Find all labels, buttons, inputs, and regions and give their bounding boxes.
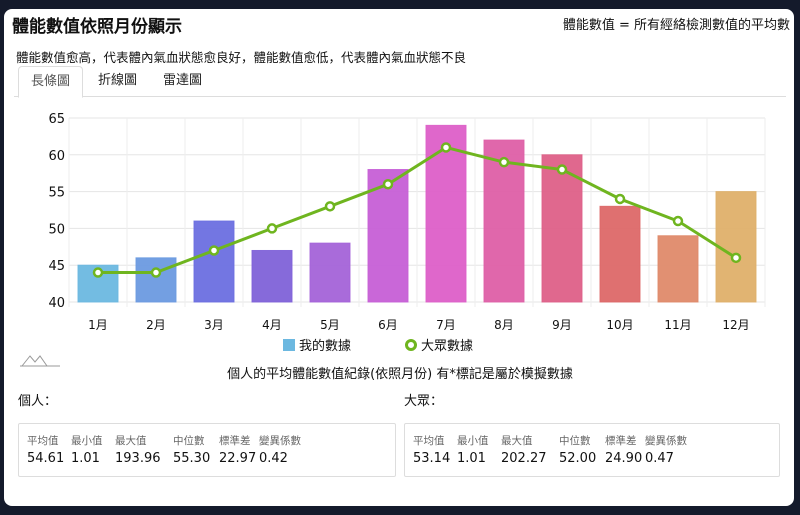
stat-label: 最大值	[501, 435, 533, 447]
stat-item: 中位數 55.30	[173, 433, 210, 466]
personal-stats: 平均值 54.61 最小值 1.01 最大值 193.96 中位數 55.30 標準差 22.97…	[18, 423, 396, 477]
bar	[715, 191, 757, 303]
bar	[367, 169, 409, 303]
x-tick-label: 2月	[146, 318, 166, 332]
stat-value: 1.01	[71, 451, 100, 466]
stat-value: 53.14	[413, 451, 451, 466]
stat-item: 平均值 54.61	[27, 433, 64, 466]
stat-value: 22.97	[219, 451, 257, 466]
line-series	[98, 145, 737, 275]
chart-tabs: 長條圖 折線圖 雷達圖	[14, 66, 786, 98]
line-point	[672, 215, 684, 227]
formula-note: 體能數值 = 所有經絡檢測數值的平均數	[562, 18, 790, 33]
bar	[135, 257, 177, 303]
y-tick-label: 65	[48, 112, 65, 127]
summary-title: 個人的平均體能數值紀錄(依照月份) 有*標記是屬於模擬數據	[227, 367, 573, 382]
x-tick-label: 10月	[606, 318, 633, 332]
personal-label: 個人：	[18, 394, 58, 409]
stat-value: 0.42	[259, 451, 288, 466]
x-tick-label: 5月	[320, 318, 340, 332]
x-tick-label: 7月	[436, 318, 456, 332]
line-point	[498, 156, 510, 168]
tab-line-chart[interactable]: 折線圖	[98, 73, 138, 88]
public-label: 大眾：	[404, 394, 444, 409]
bar	[541, 154, 583, 303]
stat-value: 0.47	[645, 451, 674, 466]
line-point	[440, 142, 452, 153]
tab-radar-chart[interactable]: 雷達圖	[163, 73, 203, 88]
legend-bar-swatch	[283, 339, 295, 351]
stat-label: 平均值	[413, 435, 445, 447]
stat-label: 中位數	[559, 435, 591, 447]
stat-label: 中位數	[173, 435, 205, 447]
line-point	[208, 245, 220, 256]
y-tick-label: 40	[48, 296, 65, 311]
stat-value: 202.27	[501, 451, 547, 466]
stat-item: 最小值 1.01	[71, 433, 103, 466]
y-tick-label: 45	[48, 259, 65, 274]
line-point	[730, 252, 742, 264]
stat-label: 標準差	[219, 435, 251, 447]
stat-item: 變異係數 0.42	[259, 433, 301, 466]
x-tick-label: 12月	[722, 318, 749, 332]
stat-item: 標準差 24.90	[605, 433, 642, 466]
bar	[251, 249, 293, 303]
stat-item: 標準差 22.97	[219, 433, 256, 466]
stat-item: 最大值 193.96	[115, 433, 161, 466]
legend-line-swatch	[405, 339, 417, 351]
line-point	[266, 223, 278, 234]
stat-label: 最小值	[71, 435, 103, 447]
page-title: 體能數值依照月份顯示	[12, 17, 182, 37]
bar	[657, 235, 699, 303]
bar	[193, 220, 235, 303]
public-stats: 平均值 53.14 最小值 1.01 最大值 202.27 中位數 52.00 標準差 24.90…	[404, 423, 780, 477]
x-tick-label: 8月	[494, 318, 514, 332]
bar	[599, 205, 641, 303]
y-tick-label: 50	[48, 222, 65, 237]
stat-value: 24.90	[605, 451, 643, 466]
x-tick-label: 3月	[204, 318, 224, 332]
stat-label: 標準差	[605, 435, 637, 447]
tab-bar-chart[interactable]: 長條圖	[18, 66, 84, 98]
stat-label: 最小值	[457, 435, 489, 447]
y-tick-label: 55	[48, 186, 65, 201]
line-point	[324, 201, 336, 212]
description: 體能數值愈高，代表體內氣血狀態愈良好，體能數值愈低，代表體內氣血狀態不良	[16, 50, 467, 65]
stat-item: 平均值 53.14	[413, 433, 450, 466]
stat-item: 最小值 1.01	[457, 433, 489, 466]
x-tick-label: 11月	[664, 318, 691, 332]
x-tick-label: 1月	[88, 318, 108, 332]
y-tick-label: 60	[48, 149, 65, 164]
stat-value: 193.96	[115, 451, 161, 466]
stat-value: 52.00	[559, 451, 597, 466]
legend-line-label: 大眾數據	[421, 339, 473, 354]
stat-value: 54.61	[27, 451, 65, 466]
stat-item: 變異係數 0.47	[645, 433, 687, 466]
x-tick-label: 6月	[378, 318, 398, 332]
line-point	[556, 164, 568, 175]
stat-item: 中位數 52.00	[559, 433, 596, 466]
x-tick-label: 4月	[262, 318, 282, 332]
stat-value: 1.01	[457, 451, 486, 466]
stat-value: 55.30	[173, 451, 211, 466]
x-tick-label: 9月	[552, 318, 572, 332]
sparkline-icon	[20, 355, 60, 367]
stat-label: 平均值	[27, 435, 59, 447]
line-point	[382, 178, 394, 190]
line-point	[614, 193, 626, 205]
stat-label: 最大值	[115, 435, 147, 447]
bar	[309, 242, 351, 303]
stat-label: 變異係數	[259, 435, 301, 447]
line-point	[150, 267, 162, 278]
legend-bar-label: 我的數據	[299, 338, 351, 354]
line-point	[92, 267, 104, 278]
stat-item: 最大值 202.27	[501, 433, 547, 466]
stat-label: 變異係數	[645, 435, 687, 447]
